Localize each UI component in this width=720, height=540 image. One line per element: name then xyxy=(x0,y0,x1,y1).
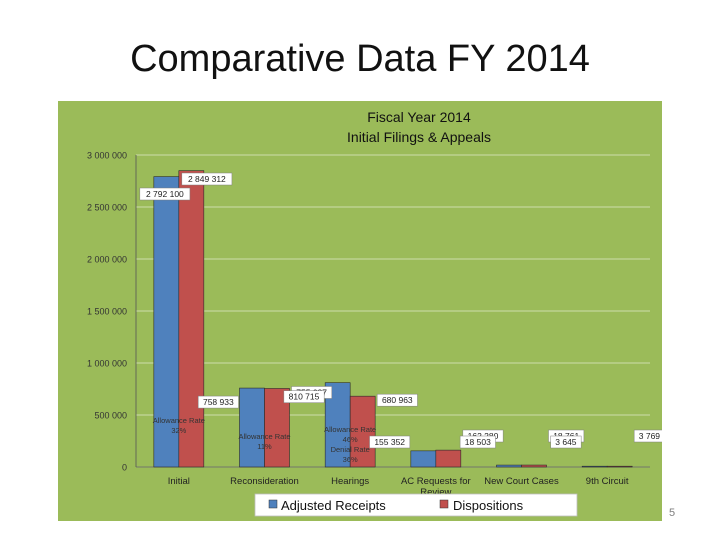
x-axis: Initial Reconsideration Hearings AC Request… xyxy=(168,476,629,498)
chart-title: Fiscal Year 2014 xyxy=(367,109,471,125)
data-label-box xyxy=(197,395,239,409)
page-number: 5 xyxy=(668,507,676,519)
data-label: 18 503 xyxy=(459,435,496,449)
bar-dispositions-hearings xyxy=(349,395,376,468)
legend-box xyxy=(254,493,578,517)
data-label: 2 792 100 xyxy=(139,187,191,201)
bar-adjusted-receipts-new-court-cases xyxy=(496,464,522,468)
y-tick-label: 1 000 000 xyxy=(87,359,127,369)
data-label: 680 963 xyxy=(376,393,418,407)
y-tick-label: 3 000 000 xyxy=(87,151,127,161)
data-label-box xyxy=(376,393,418,407)
bar-adjusted-receipts-reconsideration xyxy=(239,387,265,468)
data-label: 3 645 xyxy=(550,435,582,449)
data-label: 810 715 xyxy=(283,390,325,403)
bar-adjusted-receipts-ac-requests-for-review xyxy=(410,450,437,468)
data-label: 2 849 312 xyxy=(181,172,233,186)
data-label-box xyxy=(139,187,191,201)
data-label: 155 352 xyxy=(369,435,411,449)
x-tick-label: Initial xyxy=(168,476,190,487)
x-tick-label: Hearings xyxy=(331,476,369,487)
data-label-box xyxy=(459,435,496,449)
gridlines xyxy=(136,154,650,468)
bar-adjusted-receipts-initial xyxy=(153,176,180,468)
bar-chart: Fiscal Year 2014 Initial Filings & Appea… xyxy=(87,109,665,517)
x-tick-label: AC Requests for Review xyxy=(401,476,471,498)
data-label-box xyxy=(283,390,325,403)
data-label-dispositions-initial: 2 849 312 xyxy=(188,174,226,184)
bars xyxy=(153,170,633,468)
data-label-adjusted-receipts-9th-circuit: 3 645 xyxy=(555,437,577,447)
bar-dispositions-new-court-cases xyxy=(521,464,547,468)
annotations: Allowance Rate 32% Allowance Rate 11% Allowa… xyxy=(153,416,376,464)
y-axis: 0 500 000 1 000 000 1 500 000 2 000 000 2 500… xyxy=(87,151,650,473)
x-tick-label: Reconsideration xyxy=(230,476,299,487)
data-label: 3 769 xyxy=(633,429,665,443)
data-label-adjusted-receipts-new-court-cases: 18 503 xyxy=(465,437,491,447)
y-tick-label: 1 500 000 xyxy=(87,307,127,317)
data-label-adjusted-receipts-initial: 2 792 100 xyxy=(146,189,184,199)
legend-swatch-dispositions xyxy=(439,499,449,509)
bar-dispositions-initial xyxy=(178,170,205,468)
annotation-initial: Allowance Rate 32% xyxy=(153,416,205,435)
bar-dispositions-ac-requests-for-review xyxy=(435,449,462,468)
chart-panel: Fiscal Year 2014 Initial Filings & Appea… xyxy=(58,101,665,521)
chart-subtitle: Initial Filings & Appeals xyxy=(347,129,491,145)
y-tick-label: 0 xyxy=(122,463,127,473)
data-label-adjusted-receipts-reconsideration: 758 933 xyxy=(203,397,234,407)
legend-swatch-adjusted-receipts xyxy=(268,499,278,509)
data-label-adjusted-receipts-hearings: 810 715 xyxy=(289,392,320,402)
data-label-adjusted-receipts-ac-requests-for-review: 155 352 xyxy=(374,437,405,447)
x-tick-label: 9th Circuit xyxy=(586,476,629,487)
data-label: 758 933 xyxy=(197,395,239,409)
legend-label-adjusted-receipts: Adjusted Receipts xyxy=(281,498,386,513)
annotation-reconsideration: Allowance Rate 11% xyxy=(238,432,290,451)
bar-adjusted-receipts-9th-circuit xyxy=(581,465,608,468)
data-label-dispositions-hearings: 680 963 xyxy=(382,395,413,405)
y-tick-label: 2 500 000 xyxy=(87,203,127,213)
data-label-box xyxy=(181,172,233,186)
y-tick-label: 2 000 000 xyxy=(87,255,127,265)
slide-title: Comparative Data FY 2014 xyxy=(130,38,590,80)
data-label-box xyxy=(369,435,411,449)
bar-dispositions-reconsideration xyxy=(264,388,290,468)
data-label-box xyxy=(550,435,582,449)
legend: Adjusted Receipts Dispositions xyxy=(254,493,578,517)
y-tick-label: 500 000 xyxy=(94,411,127,421)
x-tick-label: New Court Cases xyxy=(484,476,559,487)
legend-label-dispositions: Dispositions xyxy=(453,498,524,513)
annotation-hearings: Allowance Rate 46% Denial Rate 36% xyxy=(324,425,376,464)
bar-dispositions-9th-circuit xyxy=(606,465,633,468)
data-label-dispositions-9th-circuit: 3 769 xyxy=(639,431,661,441)
